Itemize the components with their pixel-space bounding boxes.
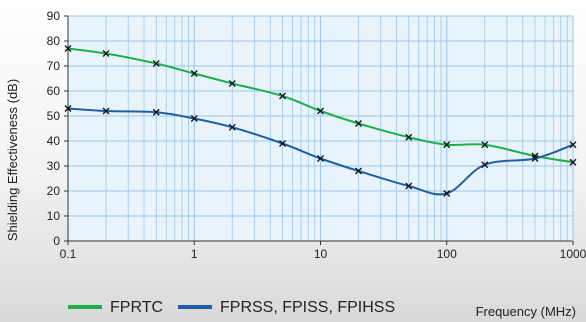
marker-stroke: [279, 140, 286, 147]
y-tick-label: 40: [47, 134, 61, 148]
legend-item-2: FPRSS, FPISS, FPIHSS: [178, 299, 395, 316]
data-point-marker: [190, 115, 198, 122]
data-point-marker: [64, 45, 72, 52]
marker-stroke: [228, 123, 236, 131]
y-tick-label: 70: [47, 59, 61, 73]
x-tick-label: 100: [437, 247, 457, 261]
data-point-marker: [481, 161, 489, 169]
data-point-marker: [443, 190, 451, 197]
legend-label: FPRSS, FPISS, FPIHSS: [220, 299, 395, 316]
legend-swatch: [178, 305, 212, 309]
y-tick-label: 20: [47, 184, 61, 198]
marker-stroke: [152, 108, 160, 116]
marker-stroke: [569, 141, 577, 149]
marker-stroke: [481, 161, 489, 169]
marker-stroke: [317, 155, 324, 162]
x-axis-ticks: 0.1 1 10 100 1000: [60, 241, 586, 261]
marker-stroke: [228, 80, 236, 87]
data-point-marker: [405, 182, 413, 190]
y-axis-ticks: 0 10 20 30 40 50 60 70 80 90: [47, 9, 68, 248]
x-tick-label: 10: [314, 247, 328, 261]
marker-stroke: [405, 182, 413, 190]
data-point-marker: [481, 141, 489, 149]
y-axis-label: Shielding Effectiveness (dB): [5, 79, 20, 241]
data-point-marker: [405, 133, 413, 141]
marker-stroke: [405, 133, 413, 141]
data-point-marker: [279, 92, 286, 100]
data-point-marker: [152, 108, 160, 116]
data-point-marker: [355, 120, 362, 127]
marker-stroke: [190, 115, 198, 122]
data-point-marker: [228, 123, 236, 131]
data-point-marker: [317, 155, 324, 162]
legend-label: FPRTC: [110, 299, 163, 316]
data-point-marker: [102, 107, 110, 115]
data-point-marker: [443, 141, 451, 149]
marker-stroke: [443, 190, 451, 197]
marker-stroke: [443, 141, 451, 149]
marker-stroke: [531, 155, 539, 162]
x-tick-label: 1: [191, 247, 198, 261]
marker-stroke: [481, 141, 489, 149]
data-point-marker: [569, 141, 577, 149]
data-point-marker: [190, 70, 198, 77]
marker-stroke: [317, 107, 324, 115]
marker-stroke: [152, 60, 160, 67]
y-tick-label: 0: [53, 234, 60, 248]
data-point-marker: [64, 105, 72, 112]
y-tick-label: 30: [47, 159, 61, 173]
marker-stroke: [279, 92, 286, 100]
data-point-marker: [531, 155, 539, 162]
marker-stroke: [64, 105, 72, 112]
marker-stroke: [102, 107, 110, 115]
data-point-marker: [228, 80, 236, 87]
data-point-marker: [355, 167, 362, 175]
y-tick-label: 50: [47, 109, 61, 123]
y-tick-label: 80: [47, 34, 61, 48]
marker-stroke: [64, 45, 72, 52]
data-point-marker: [152, 60, 160, 67]
y-tick-label: 90: [47, 9, 61, 23]
x-tick-label: 1000: [560, 247, 586, 261]
series-layer: [64, 45, 577, 197]
x-axis-label: Frequency (MHz): [476, 304, 576, 319]
y-tick-label: 60: [47, 84, 61, 98]
legend-item-1: FPRTC: [68, 299, 163, 316]
data-point-marker: [569, 158, 577, 166]
data-point-marker: [317, 107, 324, 115]
x-tick-label: 0.1: [60, 247, 77, 261]
marker-stroke: [569, 158, 577, 166]
legend-swatch: [68, 305, 102, 309]
data-point-marker: [102, 50, 110, 57]
series-1: [64, 45, 577, 166]
data-point-marker: [279, 140, 286, 147]
marker-stroke: [190, 70, 198, 77]
marker-stroke: [102, 50, 110, 57]
series-2: [64, 105, 577, 197]
legend: FPRTC FPRSS, FPISS, FPIHSS: [68, 299, 395, 316]
marker-stroke: [355, 167, 362, 175]
y-tick-label: 10: [47, 209, 61, 223]
marker-stroke: [355, 120, 362, 127]
